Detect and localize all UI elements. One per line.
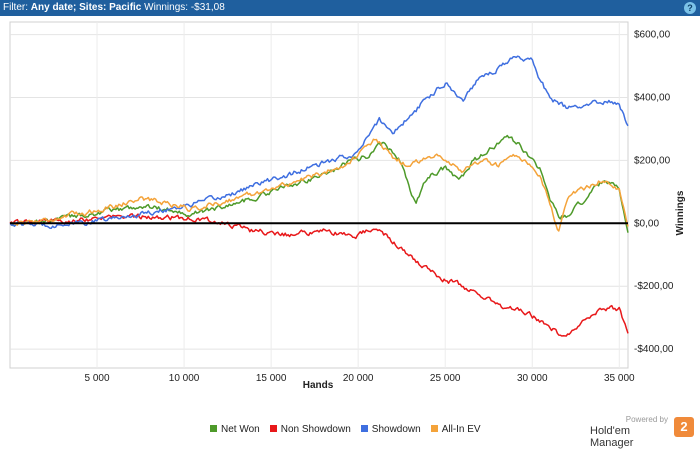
axis-layer: $600,00 $400,00 $200,00 $0,00 -$200,00 -$400,… xyxy=(85,30,674,384)
legend-label: Showdown xyxy=(371,424,421,435)
winnings-chart: $600,00 $400,00 $200,00 $0,00 -$200,00 -$400,… xyxy=(9,21,686,391)
legend-item[interactable]: Non Showdown xyxy=(269,424,351,435)
y-tick-label: $0,00 xyxy=(634,218,659,229)
hem-logo: Powered by Hold'em Manager 2 xyxy=(590,415,700,449)
legend-swatch xyxy=(269,425,277,432)
x-tick-label: 25 000 xyxy=(430,373,461,384)
x-tick-label: 20 000 xyxy=(343,373,374,384)
legend-swatch xyxy=(210,425,217,432)
grid-layer xyxy=(9,21,629,369)
logo-powered-by: Powered by xyxy=(625,415,668,424)
legend-swatch xyxy=(360,425,368,432)
chart-area: $600,00 $400,00 $200,00 $0,00 -$200,00 -$400,… xyxy=(0,16,700,440)
legend-label: Non Showdown xyxy=(280,424,351,435)
filter-date-sites: Any date; Sites: Pacific xyxy=(30,2,142,13)
filter-winnings: Winnings: -$31,08 xyxy=(141,2,225,13)
legend-item[interactable]: All-In EV xyxy=(430,424,481,435)
legend-label: Net Won xyxy=(221,424,260,435)
series-line-net-won xyxy=(9,134,629,233)
plot-frame xyxy=(9,21,629,369)
y-tick-label: -$400,00 xyxy=(634,344,674,355)
y-tick-label: $200,00 xyxy=(634,155,671,166)
x-tick-label: 5 000 xyxy=(85,373,110,384)
x-tick-label: 15 000 xyxy=(256,373,287,384)
logo-badge: 2 xyxy=(674,417,694,437)
filter-prefix: Filter: xyxy=(3,2,31,13)
series-line-non-showdown xyxy=(9,213,629,337)
x-axis-label: Hands xyxy=(303,380,334,391)
legend-item[interactable]: Net Won xyxy=(210,424,260,435)
x-tick-label: 10 000 xyxy=(169,373,200,384)
legend-swatch xyxy=(430,425,438,432)
y-tick-label: -$200,00 xyxy=(634,281,674,292)
series-line-all-in-ev xyxy=(9,138,629,232)
x-tick-label: 30 000 xyxy=(517,373,548,384)
x-tick-label: 35 000 xyxy=(604,373,635,384)
legend: Net Won Non Showdown Showdown All-In EV xyxy=(210,424,491,438)
help-icon[interactable]: ? xyxy=(684,2,696,14)
y-axis-label: Winnings xyxy=(675,190,686,235)
logo-name: Hold'em Manager xyxy=(590,425,634,449)
y-tick-label: $400,00 xyxy=(634,92,671,103)
series-line-showdown xyxy=(9,55,629,230)
y-tick-label: $600,00 xyxy=(634,30,671,41)
legend-label: All-In EV xyxy=(441,424,481,435)
series-layer xyxy=(9,55,629,337)
legend-item[interactable]: Showdown xyxy=(360,424,421,435)
filter-bar: Filter: Any date; Sites: Pacific Winning… xyxy=(0,0,700,16)
